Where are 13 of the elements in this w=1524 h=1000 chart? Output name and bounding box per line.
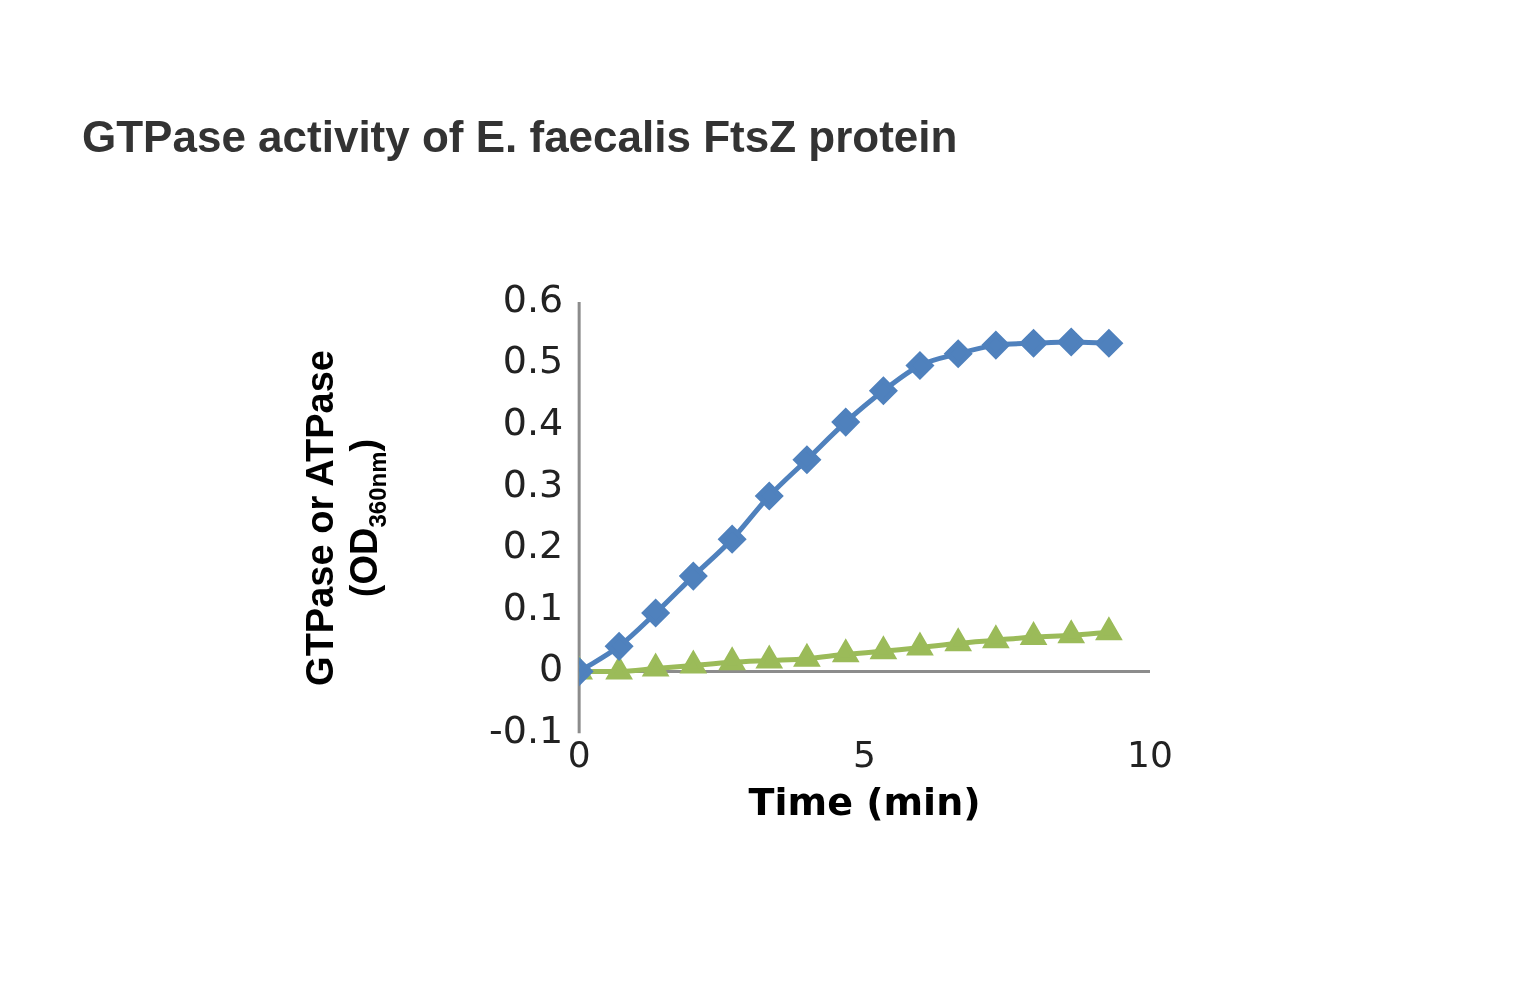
y-tick-label: 0.1 xyxy=(502,584,564,629)
y-tick-label: 0.4 xyxy=(502,400,564,445)
y-tick-label: 0.6 xyxy=(502,276,564,321)
x-tick-label: 10 xyxy=(1127,734,1173,776)
x-axis-title: Time (min) xyxy=(748,780,981,825)
y-tick-label: -0.1 xyxy=(488,708,564,753)
x-tick-label: 5 xyxy=(853,734,877,776)
y-tick-label: 0.2 xyxy=(502,523,564,568)
y-tick-label: 0 xyxy=(538,646,564,691)
x-tick-label: 0 xyxy=(567,734,591,776)
y-tick-label: 0.5 xyxy=(502,338,564,383)
y-tick-label: 0.3 xyxy=(502,461,564,506)
chart-title: GTPase activity of E. faecalis FtsZ protein xyxy=(82,112,958,162)
